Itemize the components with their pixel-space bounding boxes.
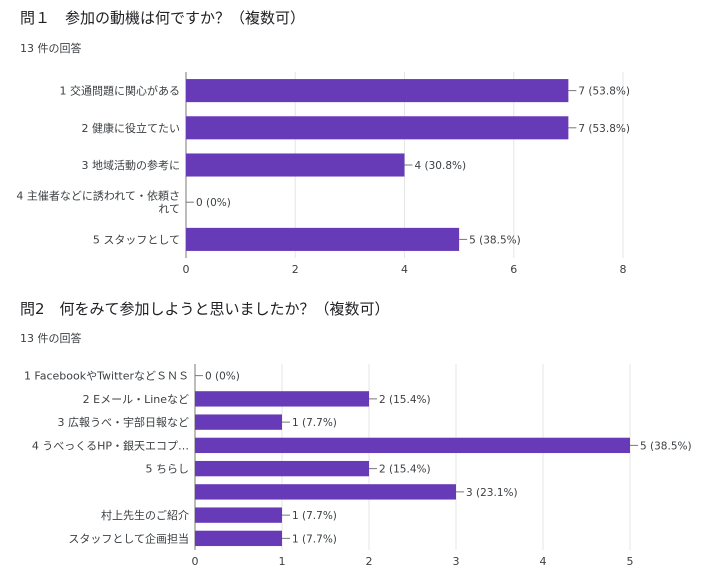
q2-data-label: 5 (38.5%) xyxy=(640,440,692,452)
q1-tick-label: 2 xyxy=(292,263,299,276)
q2-bar xyxy=(195,460,369,477)
q2-category-label: 3 広報うべ・宇部日報など xyxy=(58,415,190,429)
q1-category-label: 2 健康に役立てたい xyxy=(82,121,181,135)
q1-data-label: 0 (0%) xyxy=(196,197,231,209)
q2-category-label: 2 Eメール・Lineなど xyxy=(83,393,189,406)
q2-bar xyxy=(195,484,456,500)
q1-tick-label: 0 xyxy=(183,263,190,276)
q1-data-label: 5 (38.5%) xyxy=(469,234,521,246)
q2-category-label: 4 うべっくるHP・銀天エコプ… xyxy=(32,438,189,452)
q1-bar xyxy=(186,153,405,177)
q1-category-label: 5 スタッフとして xyxy=(93,233,180,246)
q1-category-label: 3 地域活動の参考に xyxy=(82,158,181,172)
q1-data-label: 7 (53.8%) xyxy=(578,86,630,98)
question-1-response-count: 13 件の回答 xyxy=(20,42,82,55)
q2-bar xyxy=(195,437,630,454)
q2-tick-label: 2 xyxy=(366,555,373,568)
q1-tick-label: 4 xyxy=(401,263,408,276)
q2-tick-label: 0 xyxy=(192,555,199,568)
q1-data-label: 7 (53.8%) xyxy=(578,123,630,135)
q2-bar xyxy=(195,507,282,523)
q2-tick-label: 1 xyxy=(279,555,286,568)
q2-data-label: 2 (15.4%) xyxy=(379,464,431,476)
q2-bar xyxy=(195,530,282,547)
q2-category-label: 1 FacebookやTwitterなどＳＮＳ xyxy=(24,370,189,383)
q1-category-label: 4 主催者などに誘われて・依頼さ xyxy=(16,189,180,203)
q2-data-label: 3 (23.1%) xyxy=(466,487,518,499)
question-2-title: 問2 何をみて参加しようと思いましたか？（複数可） xyxy=(20,300,390,318)
q1-category-label: 1 交通問題に関心がある xyxy=(60,84,181,98)
q1-tick-label: 6 xyxy=(510,263,517,276)
question-1-bar-chart: 0 2 4 6 8 7 (53.8%) 1 交通問題に関心がある 7 (53.8%) 2 健康に… xyxy=(16,72,630,276)
q1-bar xyxy=(186,116,569,140)
q2-tick-label: 3 xyxy=(453,555,460,568)
q1-data-label: 4 (30.8%) xyxy=(415,160,467,172)
q2-tick-label: 5 xyxy=(627,555,634,568)
question-1-title: 問１ 参加の動機は何ですか？（複数可） xyxy=(20,9,306,27)
q2-data-label: 2 (15.4%) xyxy=(379,394,431,406)
q2-data-label: 1 (7.7%) xyxy=(292,417,337,429)
q2-data-label: 1 (7.7%) xyxy=(292,510,337,522)
q1-bar xyxy=(186,79,569,103)
q2-category-label: 村上先生のご紹介 xyxy=(101,508,189,522)
question-2-response-count: 13 件の回答 xyxy=(20,332,82,345)
q1-bar xyxy=(186,227,460,251)
q2-bar xyxy=(195,414,282,430)
q1-category-label: れて xyxy=(158,203,180,216)
q2-data-label: 0 (0%) xyxy=(205,371,240,383)
q2-tick-label: 4 xyxy=(540,555,547,568)
q1-tick-label: 8 xyxy=(620,263,627,276)
q2-category-label: スタッフとして企画担当 xyxy=(68,531,189,545)
q2-data-label: 1 (7.7%) xyxy=(292,533,337,545)
q2-category-label: 5 ちらし xyxy=(146,463,190,476)
q2-bar xyxy=(195,391,369,407)
